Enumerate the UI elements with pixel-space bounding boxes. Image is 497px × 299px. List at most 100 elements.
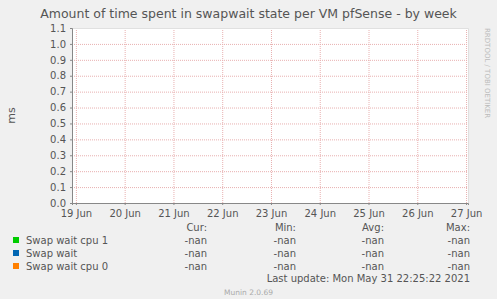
y-tick-mark <box>70 92 72 93</box>
y-axis-line <box>70 29 73 204</box>
last-update: Last update: Mon May 31 22:25:22 2021 <box>267 273 470 284</box>
x-tick-mark <box>125 203 126 205</box>
y-tick-label: 0.2 <box>50 166 66 177</box>
x-axis-line <box>73 204 469 206</box>
x-tick-mark <box>76 203 77 205</box>
legend-label: Swap wait cpu 1 <box>26 235 108 246</box>
y-grid-line <box>72 187 468 188</box>
x-tick-label: 23 Jun <box>256 208 288 219</box>
legend-stat: -nan <box>448 261 470 272</box>
x-grid-line <box>76 28 77 203</box>
y-grid-line <box>72 139 468 140</box>
legend-stat: -nan <box>185 235 207 246</box>
legend-stat: -nan <box>274 261 296 272</box>
legend-swatch <box>13 237 19 243</box>
x-grid-line <box>271 28 272 203</box>
x-tick: 20 Jun <box>109 203 141 219</box>
legend-label: Swap wait cpu 0 <box>26 261 108 272</box>
y-tick: 0.2 <box>50 166 72 177</box>
legend-stat: -nan <box>274 248 296 259</box>
legend-column-header: Avg: <box>362 222 384 233</box>
y-tick: 0.7 <box>50 86 72 97</box>
side-label: RRDTOOL / TOBI OETIKER <box>483 28 491 118</box>
legend-column-header: Max: <box>446 222 470 233</box>
x-tick-label: 22 Jun <box>207 208 239 219</box>
x-tick: 24 Jun <box>304 203 336 219</box>
x-tick-label: 19 Jun <box>61 208 93 219</box>
x-tick: 19 Jun <box>61 203 93 219</box>
x-grid-line <box>173 28 174 203</box>
legend-stat: -nan <box>185 261 207 272</box>
y-tick-label: 0.9 <box>50 55 66 66</box>
x-tick-mark <box>466 203 467 205</box>
footer: Munin 2.0.69 <box>224 288 273 297</box>
plot-area <box>72 28 468 203</box>
x-tick: 26 Jun <box>402 203 434 219</box>
y-tick-label: 0.1 <box>50 182 66 193</box>
y-tick-mark <box>70 155 72 156</box>
y-grid-line <box>72 203 468 204</box>
legend-column-header: Min: <box>275 222 296 233</box>
background <box>0 0 497 299</box>
y-axis: 0.00.10.20.30.40.50.60.70.80.91.01.1 <box>50 23 72 209</box>
legend-stat: -nan <box>274 235 296 246</box>
x-tick-mark <box>173 203 174 205</box>
legend-stat: -nan <box>362 248 384 259</box>
y-tick-mark <box>70 123 72 124</box>
y-tick-label: 0.8 <box>50 70 66 81</box>
y-tick-mark <box>70 76 72 77</box>
y-tick-label: 0.6 <box>50 102 66 113</box>
y-grid-line <box>72 108 468 109</box>
y-grid-line <box>72 76 468 77</box>
x-tick-label: 21 Jun <box>158 208 190 219</box>
legend-stat: -nan <box>362 235 384 246</box>
y-grid-line <box>72 60 468 61</box>
y-tick-mark <box>70 108 72 109</box>
y-tick-mark <box>70 171 72 172</box>
plot-frame <box>72 29 469 204</box>
legend-column-header: Cur: <box>186 222 207 233</box>
y-tick-label: 0.7 <box>50 86 66 97</box>
y-tick: 0.1 <box>50 182 72 193</box>
x-tick: 22 Jun <box>207 203 239 219</box>
x-grid-line <box>125 28 126 203</box>
legend-swatch <box>13 263 19 269</box>
x-tick: 27 Jun <box>451 203 483 219</box>
legend-swatch <box>13 250 19 256</box>
y-grid-line <box>72 123 468 124</box>
legend-stat: -nan <box>185 248 207 259</box>
x-tick: 25 Jun <box>353 203 385 219</box>
y-tick-label: 0.4 <box>50 134 66 145</box>
y-tick: 0.0 <box>50 198 72 209</box>
y-grid-line <box>72 155 468 156</box>
x-tick-mark <box>417 203 418 205</box>
x-axis: 19 Jun 20 Jun 21 Jun 22 Jun 23 Jun 24 Jun 25 J… <box>61 203 483 219</box>
y-tick-label: 0.0 <box>50 198 66 209</box>
x-tick: 21 Jun <box>158 203 190 219</box>
x-tick-label: 27 Jun <box>451 208 483 219</box>
legend-stat: -nan <box>448 248 470 259</box>
x-tick-mark <box>320 203 321 205</box>
y-tick-mark <box>70 60 72 61</box>
y-tick-label: 0.5 <box>50 118 66 129</box>
x-tick-label: 20 Jun <box>109 208 141 219</box>
y-grid-line <box>72 171 468 172</box>
y-tick-mark <box>70 139 72 140</box>
x-tick-label: 25 Jun <box>353 208 385 219</box>
y-tick: 1.0 <box>50 39 72 50</box>
legend-label: Swap wait <box>26 248 77 259</box>
x-tick-label: 24 Jun <box>304 208 336 219</box>
y-tick-mark <box>70 187 72 188</box>
y-tick-mark <box>70 44 72 45</box>
y-tick: 0.4 <box>50 134 72 145</box>
title: Amount of time spent in swapwait state p… <box>40 6 457 21</box>
legend-stat: -nan <box>362 261 384 272</box>
y-tick: 1.1 <box>50 23 72 34</box>
y-tick: 0.6 <box>50 102 72 113</box>
x-tick: 23 Jun <box>256 203 288 219</box>
y-tick-mark <box>70 28 72 29</box>
y-tick-label: 1.0 <box>50 39 66 50</box>
y-tick-mark <box>70 203 72 204</box>
legend-stat: -nan <box>448 235 470 246</box>
grid <box>72 28 468 204</box>
